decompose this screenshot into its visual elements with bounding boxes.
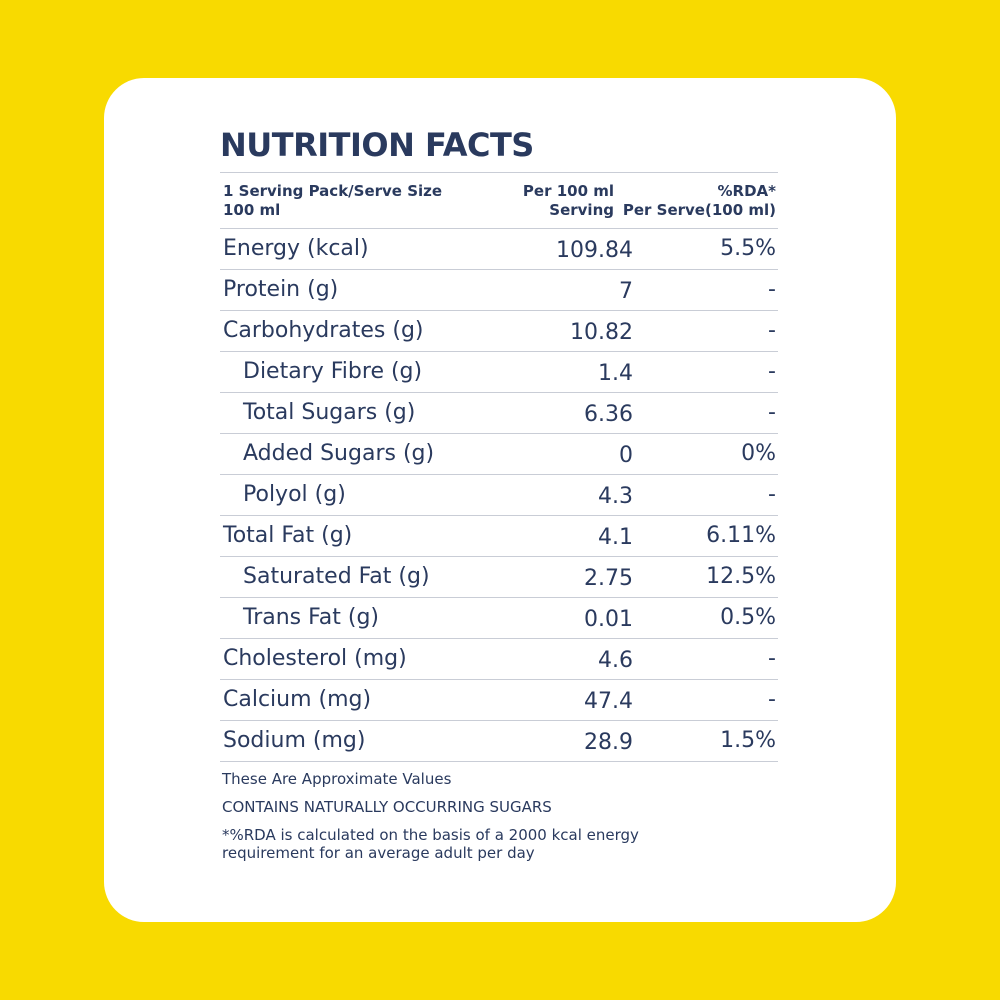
nutrient-value: 10.82: [570, 320, 633, 345]
table-row: Total Sugars (g) 6.36 -: [220, 393, 778, 434]
per-100ml-label: Per 100 ml: [522, 182, 614, 200]
nutrient-value: 109.84: [556, 238, 633, 263]
table-row: Protein (g) 7 -: [220, 270, 778, 311]
table-row: Calcium (mg) 47.4 -: [220, 680, 778, 721]
nutrient-rda: 0%: [741, 441, 776, 466]
approximate-values-note: These Are Approximate Values: [222, 770, 452, 788]
nutrient-name: Added Sugars (g): [243, 441, 435, 466]
nutrient-rda: -: [768, 646, 776, 671]
table-row: Total Fat (g) 4.1 6.11%: [220, 516, 778, 557]
nutrient-name: Dietary Fibre (g): [243, 359, 423, 384]
nutrient-name: Cholesterol (mg): [223, 646, 407, 671]
nutrient-value: 6.36: [584, 402, 633, 427]
nutrient-value: 4.6: [598, 648, 633, 673]
nutrient-rda: 6.11%: [706, 523, 776, 548]
serving-size-label: 1 Serving Pack/Serve Size: [223, 182, 443, 200]
nutrient-value: 2.75: [584, 566, 633, 591]
per-100ml-header: Per 100 ml Serving: [523, 182, 614, 220]
nutrient-name: Saturated Fat (g): [243, 564, 430, 589]
nutrient-value: 4.1: [598, 525, 633, 550]
nutrient-value: 1.4: [598, 361, 633, 386]
nutrient-name: Calcium (mg): [223, 687, 372, 712]
nutrition-card: [104, 78, 896, 922]
nutrient-rda: 1.5%: [720, 728, 776, 753]
table-row: Added Sugars (g) 0 0%: [220, 434, 778, 475]
nutrient-rda: 12.5%: [706, 564, 776, 589]
serving-size-value: 100 ml: [223, 201, 281, 219]
nutrient-rda: 0.5%: [720, 605, 776, 630]
nutrient-value: 0.01: [584, 607, 633, 632]
nutrient-name: Polyol (g): [243, 482, 346, 507]
table-row: Polyol (g) 4.3 -: [220, 475, 778, 516]
table-row: Carbohydrates (g) 10.82 -: [220, 311, 778, 352]
per-100ml-sublabel: Serving: [549, 201, 614, 219]
nutrient-value: 28.9: [584, 730, 633, 755]
natural-sugars-note: CONTAINS NATURALLY OCCURRING SUGARS: [222, 798, 552, 816]
nutrient-rda: -: [768, 687, 776, 712]
table-row: Dietary Fibre (g) 1.4 -: [220, 352, 778, 393]
serving-size-header: 1 Serving Pack/Serve Size 100 ml: [223, 182, 442, 220]
nutrition-table: 1 Serving Pack/Serve Size 100 ml Per 100…: [220, 172, 778, 762]
nutrient-rda: -: [768, 400, 776, 425]
table-row: Saturated Fat (g) 2.75 12.5%: [220, 557, 778, 598]
nutrient-name: Sodium (mg): [223, 728, 366, 753]
nutrient-rda: -: [768, 318, 776, 343]
footnotes: These Are Approximate Values CONTAINS NA…: [222, 770, 762, 862]
page-title: NUTRITION FACTS: [220, 126, 534, 164]
nutrient-rda: -: [768, 482, 776, 507]
rda-footnote: *%RDA is calculated on the basis of a 20…: [222, 826, 762, 862]
nutrient-value: 7: [619, 279, 633, 304]
nutrient-rda: -: [768, 359, 776, 384]
nutrient-name: Trans Fat (g): [243, 605, 379, 630]
nutrient-rda: 5.5%: [720, 236, 776, 261]
nutrient-value: 47.4: [584, 689, 633, 714]
nutrient-value: 4.3: [598, 484, 633, 509]
table-row: Sodium (mg) 28.9 1.5%: [220, 721, 778, 762]
rda-footnote-line-1: *%RDA is calculated on the basis of a 20…: [222, 826, 639, 844]
nutrient-name: Protein (g): [223, 277, 339, 302]
nutrient-value: 0: [619, 443, 633, 468]
rda-footnote-line-2: requirement for an average adult per day: [222, 844, 535, 862]
table-header: 1 Serving Pack/Serve Size 100 ml Per 100…: [220, 172, 778, 229]
table-row: Trans Fat (g) 0.01 0.5%: [220, 598, 778, 639]
nutrient-name: Total Sugars (g): [243, 400, 416, 425]
rda-sublabel: Per Serve(100 ml): [622, 201, 776, 219]
nutrient-rda: -: [768, 277, 776, 302]
rda-header: %RDA* Per Serve(100 ml): [623, 182, 776, 220]
nutrient-name: Energy (kcal): [223, 236, 369, 261]
nutrient-name: Total Fat (g): [223, 523, 353, 548]
nutrient-name: Carbohydrates (g): [223, 318, 424, 343]
rda-label: %RDA*: [717, 182, 776, 200]
table-row: Cholesterol (mg) 4.6 -: [220, 639, 778, 680]
table-row: Energy (kcal) 109.84 5.5%: [220, 229, 778, 270]
